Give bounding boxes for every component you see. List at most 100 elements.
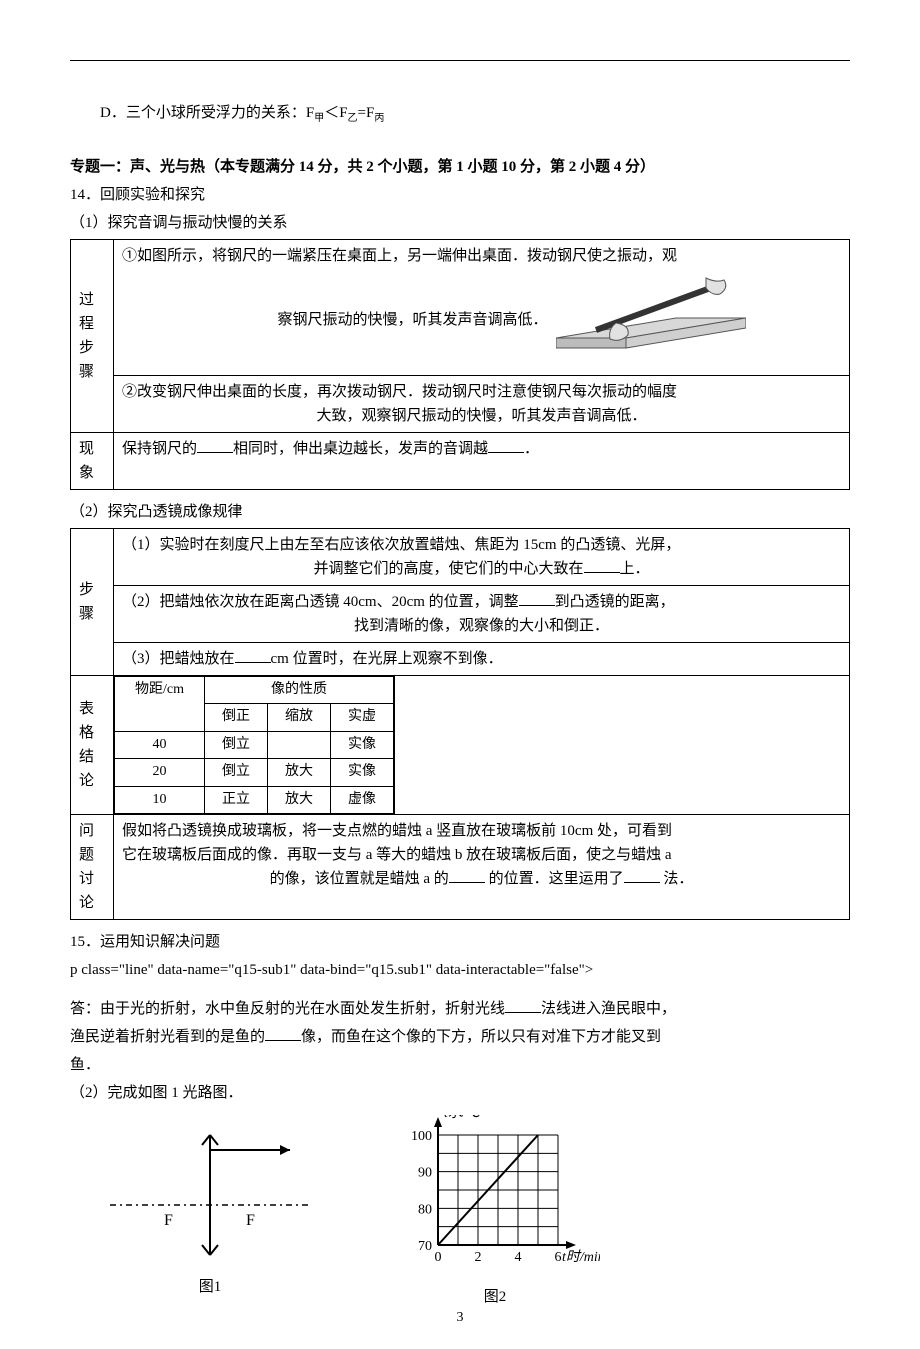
section-title: 专题一：声、光与热（本专题满分 14 分，共 2 个小题，第 1 小题 10 分… [70, 155, 850, 179]
blank [519, 590, 555, 606]
heating-chart-svg: 7080901000246t水/℃t时/min [390, 1115, 600, 1275]
cell-discussion-label: 问题讨论 [71, 814, 114, 919]
q15-ans2a: 渔民逆着折射光看到的是鱼的 [70, 1029, 265, 1045]
figure-2: 7080901000246t水/℃t时/min 图2 [390, 1115, 600, 1309]
ruler-figure [556, 268, 746, 371]
blank [265, 1025, 301, 1041]
disc3c: 法． [660, 871, 694, 887]
t2-step1b-a: 并调整它们的高度，使它们的中心大致在 [313, 561, 583, 577]
t2-step2-a: （2）把蜡烛依次放在距离凸透镜 40cm、20cm 的位置，调整 [122, 594, 519, 610]
table-row: 问题讨论 假如将凸透镜换成玻璃板，将一支点燃的蜡烛 a 竖直放在玻璃板前 10c… [71, 814, 850, 919]
blank [584, 557, 620, 573]
option-d: D．三个小球所受浮力的关系：F甲＜F乙=F丙 [70, 101, 850, 127]
svg-text:t水/℃: t水/℃ [444, 1115, 482, 1121]
ir20: 10 [115, 786, 205, 813]
cell-inner-table: 物距/cm 像的性质 倒正 缩放 实虚 40 倒立 实像 [114, 676, 395, 815]
q15-ans2: 渔民逆着折射光看到的是鱼的 像，而鱼在这个像的下方，所以只有对准下方才能叉到 [70, 1025, 850, 1049]
table-row: （2）把蜡烛依次放在距离凸透镜 40cm、20cm 的位置，调整 到凸透镜的距离，… [71, 586, 850, 643]
t2-step1b: 并调整它们的高度，使它们的中心大致在上． [122, 557, 841, 581]
ruler-svg [556, 268, 746, 363]
q14-sub2: （2）探究凸透镜成像规律 [70, 500, 850, 524]
fig1-F-left: F [164, 1212, 173, 1229]
t2-step2: （2）把蜡烛依次放在距离凸透镜 40cm、20cm 的位置，调整 到凸透镜的距离， [122, 590, 841, 614]
blank [505, 997, 541, 1013]
page-number: 3 [0, 1307, 920, 1329]
fig1-F-right: F [246, 1212, 255, 1229]
option-d-sub3: 丙 [374, 113, 384, 124]
table-row: 10 正立 放大 虚像 [115, 786, 394, 813]
ir12: 放大 [268, 759, 331, 786]
svg-text:80: 80 [418, 1202, 432, 1217]
svg-text:t时/min: t时/min [562, 1249, 600, 1265]
fig1-caption: 图1 [110, 1275, 310, 1299]
t2-row3-label: 问题讨论 [79, 823, 94, 911]
table-lens-experiment: 步骤 （1）实验时在刻度尺上由左至右应该依次放置蜡烛、焦距为 15cm 的凸透镜… [70, 528, 850, 920]
option-d-sub2: 乙 [348, 113, 358, 124]
ir21: 正立 [205, 786, 268, 813]
ir23: 虚像 [331, 786, 394, 813]
t1-row1-label: 过程步骤 [79, 292, 94, 380]
svg-text:6: 6 [555, 1250, 562, 1265]
inner-h1: 像的性质 [205, 677, 394, 704]
ir10: 20 [115, 759, 205, 786]
inner-sub2: 实虚 [331, 704, 394, 731]
table-row: （3）把蜡烛放在 cm 位置时，在光屏上观察不到像． [71, 643, 850, 676]
svg-text:4: 4 [515, 1250, 522, 1265]
t2-step3-b: cm 位置时，在光屏上观察不到像． [271, 651, 503, 667]
blank [488, 437, 524, 453]
table-row: 过程步骤 ①如图所示，将钢尺的一端紧压在桌面上，另一端伸出桌面．拨动钢尺使之振动… [71, 240, 850, 376]
option-d-mid1: ＜F [324, 105, 347, 121]
svg-text:70: 70 [418, 1239, 432, 1254]
table-row: 表格结论 物距/cm 像的性质 倒正 缩放 实虚 40 倒立 [71, 676, 850, 815]
table-row: ②改变钢尺伸出桌面的长度，再次拨动钢尺．拨动钢尺时注意使钢尺每次振动的幅度 大致… [71, 376, 850, 433]
cell-result-label: 现象 [71, 433, 114, 490]
svg-text:0: 0 [435, 1250, 442, 1265]
q15-ans1a: 答：由于光的折射，水中鱼反射的光在水面处发生折射，折射光线 [70, 1001, 505, 1017]
table-sound-experiment: 过程步骤 ①如图所示，将钢尺的一端紧压在桌面上，另一端伸出桌面．拨动钢尺使之振动… [70, 239, 850, 490]
fig2-caption: 图2 [390, 1285, 600, 1309]
disc3a: 的像，该位置就是蜡烛 a 的 [270, 871, 449, 887]
table-row: 物距/cm 像的性质 [115, 677, 394, 704]
blank [624, 867, 660, 883]
q15-header: 15．运用知识解决问题 [70, 930, 850, 954]
table-row: 现象 保持钢尺的相同时，伸出桌边越长，发声的音调越． [71, 433, 850, 490]
cell-process-body: ①如图所示，将钢尺的一端紧压在桌面上，另一端伸出桌面．拨动钢尺使之振动，观 察钢… [114, 240, 850, 376]
disc3b: 的位置．这里运用了 [485, 871, 624, 887]
cell-table-label: 表格结论 [71, 676, 114, 815]
q15-ans2b: 像，而鱼在这个像的下方，所以只有对准下方才能叉到 [301, 1029, 661, 1045]
t1-result-b: 相同时，伸出桌边越长，发声的音调越 [233, 441, 488, 457]
ir13: 实像 [331, 759, 394, 786]
blank [449, 867, 485, 883]
figure-1: F F 图1 [110, 1115, 310, 1309]
disc3: 的像，该位置就是蜡烛 a 的 的位置．这里运用了 法． [122, 867, 841, 891]
ir11: 倒立 [205, 759, 268, 786]
option-d-sub1: 甲 [314, 113, 324, 124]
q15-ans1b: 法线进入渔民眼中， [541, 1001, 676, 1017]
ir22: 放大 [268, 786, 331, 813]
cell-step3: （3）把蜡烛放在 cm 位置时，在光屏上观察不到像． [114, 643, 850, 676]
q15-ans3: 鱼． [70, 1053, 850, 1077]
inner-table: 物距/cm 像的性质 倒正 缩放 实虚 40 倒立 实像 [114, 676, 394, 814]
svg-text:100: 100 [411, 1129, 432, 1144]
header-rule [70, 60, 850, 61]
inner-h0: 物距/cm [115, 677, 205, 732]
t2-step2c: 找到清晰的像，观察像的大小和倒正． [122, 614, 841, 638]
t1-line2: 察钢尺振动的快慢，听其发声音调高低． [217, 308, 547, 332]
ir03: 实像 [331, 731, 394, 758]
cell-process-label: 过程步骤 [71, 240, 114, 433]
table-row: 40 倒立 实像 [115, 731, 394, 758]
disc2: 它在玻璃板后面成的像．再取一支与 a 等大的蜡烛 b 放在玻璃板后面，使之与蜡烛… [122, 843, 841, 867]
t2-step2-b: 到凸透镜的距离， [555, 594, 675, 610]
q14-header: 14．回顾实验和探究 [70, 183, 850, 207]
q15-ans1: 答：由于光的折射，水中鱼反射的光在水面处发生折射，折射光线 法线进入渔民眼中， [70, 997, 850, 1021]
lens-diagram-svg: F F [110, 1115, 310, 1265]
ir01: 倒立 [205, 731, 268, 758]
figure-row: F F 图1 7080901000246t水/℃t时/min 图2 [110, 1115, 850, 1309]
t1-line3: ②改变钢尺伸出桌面的长度，再次拨动钢尺．拨动钢尺时注意使钢尺每次振动的幅度 [122, 380, 841, 404]
svg-text:2: 2 [475, 1250, 482, 1265]
t1-row2-label: 现象 [79, 441, 94, 481]
t2-step3-a: （3）把蜡烛放在 [122, 651, 235, 667]
option-d-mid2: =F [358, 105, 375, 121]
t2-row2-label: 表格结论 [79, 701, 94, 789]
t1-result-a: 保持钢尺的 [122, 441, 197, 457]
